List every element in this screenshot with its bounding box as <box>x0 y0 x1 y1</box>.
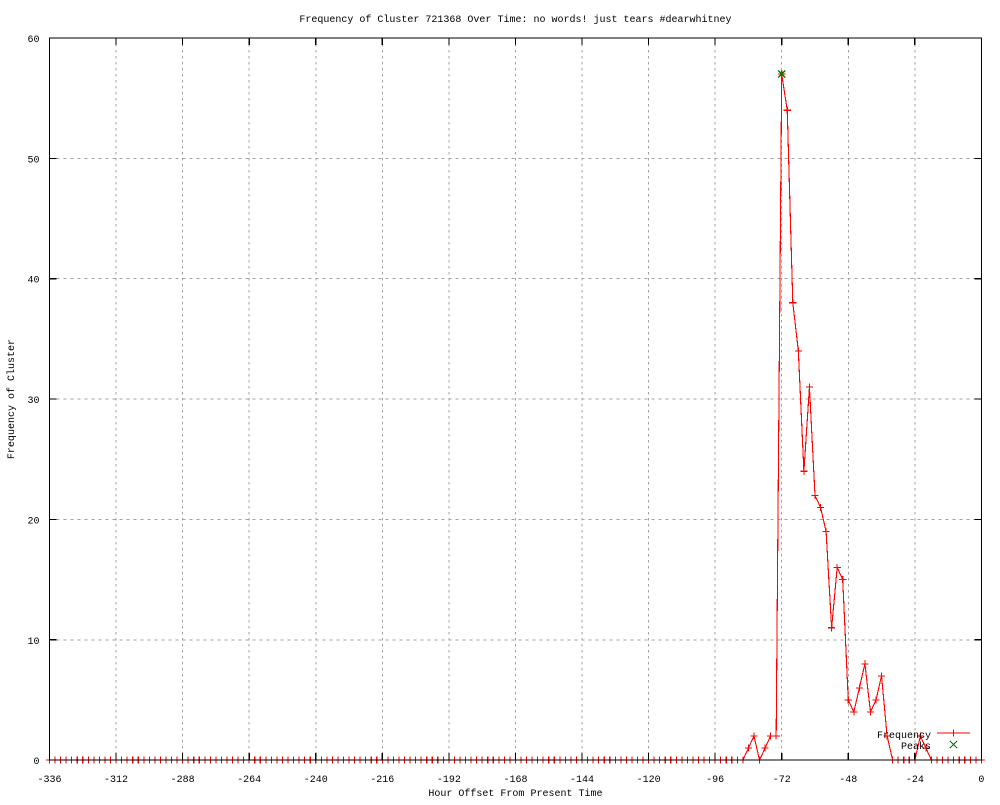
svg-text:10: 10 <box>27 637 39 648</box>
svg-text:0: 0 <box>978 775 984 786</box>
svg-text:0: 0 <box>33 757 39 768</box>
svg-text:Frequency of Cluster 721368 Ov: Frequency of Cluster 721368 Over Time: n… <box>299 14 731 26</box>
svg-text:-168: -168 <box>503 775 527 786</box>
svg-text:-48: -48 <box>839 775 857 786</box>
svg-text:-24: -24 <box>906 775 924 786</box>
svg-text:Frequency of Cluster: Frequency of Cluster <box>6 339 18 459</box>
svg-text:-96: -96 <box>706 775 724 786</box>
svg-text:60: 60 <box>27 35 39 46</box>
svg-text:-264: -264 <box>237 775 261 786</box>
svg-text:-192: -192 <box>437 775 461 786</box>
svg-text:Hour Offset From Present Time: Hour Offset From Present Time <box>428 788 602 800</box>
svg-text:-336: -336 <box>37 775 61 786</box>
svg-text:-72: -72 <box>773 775 791 786</box>
svg-text:20: 20 <box>27 516 39 527</box>
svg-text:-120: -120 <box>637 775 661 786</box>
svg-text:-312: -312 <box>104 775 128 786</box>
svg-text:50: 50 <box>27 155 39 166</box>
svg-text:Peaks: Peaks <box>901 741 931 753</box>
svg-text:Frequency: Frequency <box>877 731 931 742</box>
svg-text:-216: -216 <box>370 775 394 786</box>
svg-text:30: 30 <box>27 396 39 407</box>
svg-text:-144: -144 <box>570 775 594 786</box>
svg-text:-240: -240 <box>304 775 328 786</box>
svg-text:40: 40 <box>27 276 39 287</box>
svg-text:-288: -288 <box>171 775 195 786</box>
